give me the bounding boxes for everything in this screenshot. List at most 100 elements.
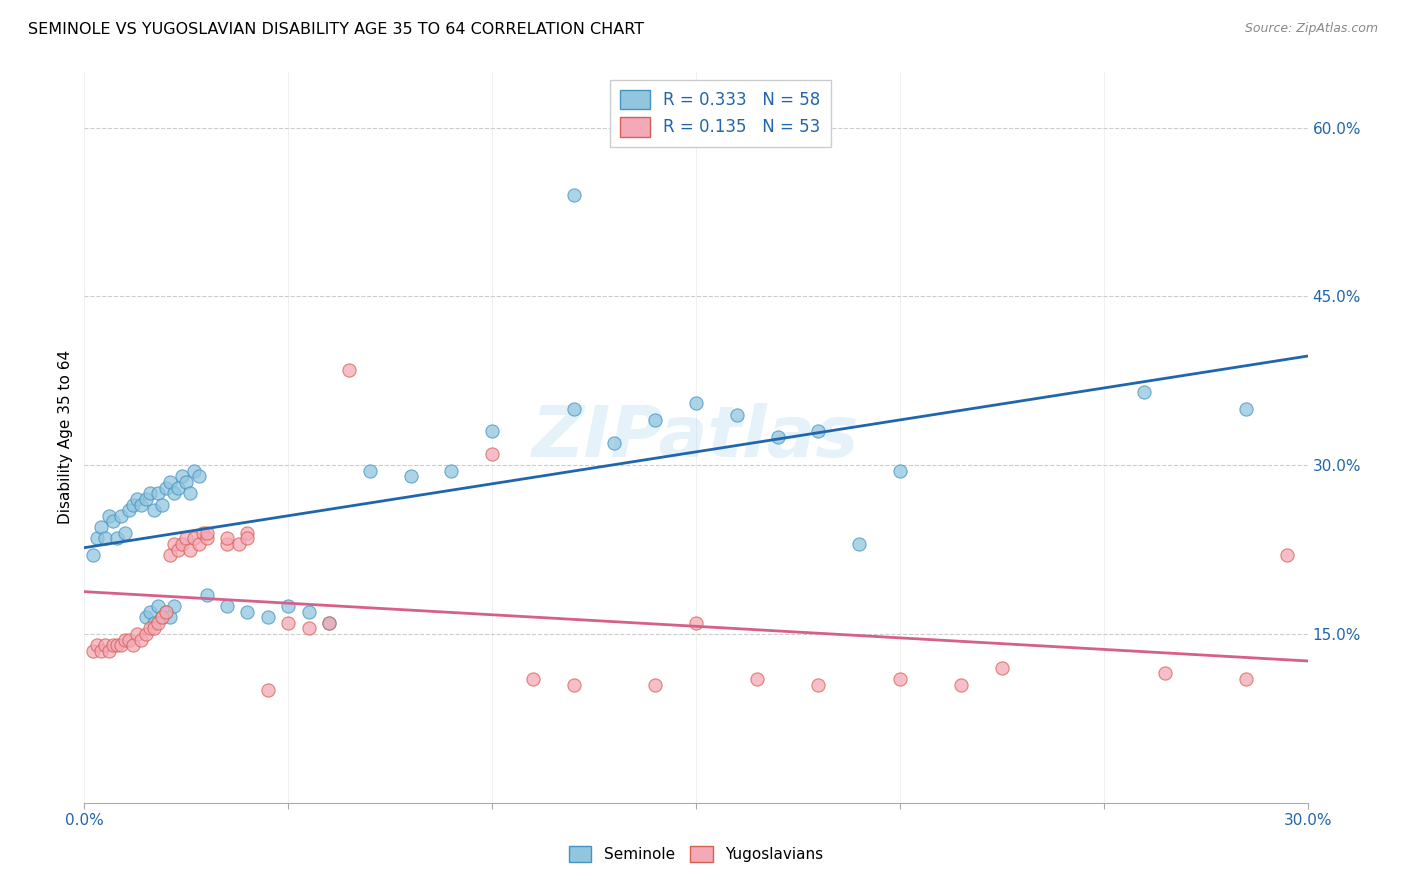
Point (150, 610, 173, 624)
Point (562, 188, 585, 202)
Text: Source: ZipAtlas.com: Source: ZipAtlas.com (1244, 22, 1378, 36)
Legend: Seminole, Yugoslavians: Seminole, Yugoslavians (562, 840, 830, 868)
Point (440, 464, 463, 478)
Point (135, 627, 157, 641)
Point (82, 548, 104, 562)
Point (163, 486, 186, 500)
Point (318, 615, 340, 630)
Point (191, 525, 214, 540)
Point (562, 678, 585, 692)
Point (167, 542, 190, 557)
Point (174, 532, 197, 546)
Point (725, 408, 748, 422)
Point (179, 542, 201, 557)
Point (1236, 672, 1258, 686)
Point (101, 638, 124, 652)
Point (562, 401, 585, 416)
Point (644, 678, 666, 692)
Point (101, 515, 124, 529)
Text: SEMINOLE VS YUGOSLAVIAN DISABILITY AGE 35 TO 64 CORRELATION CHART: SEMINOLE VS YUGOSLAVIAN DISABILITY AGE 3… (28, 22, 644, 37)
Point (163, 537, 186, 551)
Point (257, 683, 280, 698)
Point (118, 503, 141, 517)
Point (110, 508, 132, 523)
Point (122, 498, 145, 512)
Point (359, 464, 381, 478)
Point (318, 615, 340, 630)
Point (142, 615, 165, 630)
Point (150, 498, 173, 512)
Point (1236, 401, 1258, 416)
Point (807, 425, 830, 439)
Point (848, 537, 870, 551)
Point (163, 599, 186, 613)
Point (236, 525, 259, 540)
Point (150, 610, 173, 624)
Point (298, 605, 321, 619)
Point (138, 605, 160, 619)
Point (159, 548, 181, 562)
Point (146, 486, 169, 500)
Point (187, 469, 209, 483)
Point (138, 486, 160, 500)
Point (118, 632, 141, 647)
Point (127, 491, 149, 506)
Point (187, 537, 209, 551)
Point (481, 447, 503, 461)
Point (603, 435, 626, 450)
Point (122, 638, 145, 652)
Point (135, 610, 157, 624)
Point (1154, 666, 1177, 681)
Point (114, 525, 136, 540)
Point (159, 610, 181, 624)
Point (217, 537, 239, 551)
Point (135, 491, 157, 506)
Point (131, 498, 153, 512)
Point (93, 532, 115, 546)
Point (142, 621, 165, 635)
Point (105, 638, 128, 652)
Point (142, 503, 165, 517)
Point (93, 638, 115, 652)
Point (114, 632, 136, 647)
Point (82, 644, 104, 658)
Point (131, 632, 153, 647)
Point (97, 644, 120, 658)
Point (179, 486, 201, 500)
Point (766, 430, 789, 444)
Point (195, 532, 218, 546)
Point (277, 599, 299, 613)
Point (90, 520, 112, 534)
Point (155, 605, 177, 619)
Point (228, 537, 250, 551)
Point (146, 599, 169, 613)
Point (86, 532, 108, 546)
Point (298, 621, 321, 635)
Point (174, 475, 197, 489)
Point (236, 532, 259, 546)
Y-axis label: Disability Age 35 to 64: Disability Age 35 to 64 (58, 350, 73, 524)
Point (217, 599, 239, 613)
Point (127, 627, 149, 641)
Point (889, 672, 911, 686)
Point (155, 481, 177, 495)
Point (257, 610, 280, 624)
Text: ZIPatlas: ZIPatlas (533, 402, 859, 472)
Point (747, 672, 769, 686)
Point (339, 362, 361, 376)
Point (807, 678, 830, 692)
Point (195, 588, 218, 602)
Point (522, 672, 544, 686)
Point (105, 532, 128, 546)
Point (167, 481, 190, 495)
Point (183, 532, 205, 546)
Point (217, 532, 239, 546)
Point (138, 621, 160, 635)
Point (236, 605, 259, 619)
Point (183, 464, 205, 478)
Point (277, 615, 299, 630)
Point (86, 638, 108, 652)
Point (110, 638, 132, 652)
Point (644, 413, 666, 427)
Point (481, 425, 503, 439)
